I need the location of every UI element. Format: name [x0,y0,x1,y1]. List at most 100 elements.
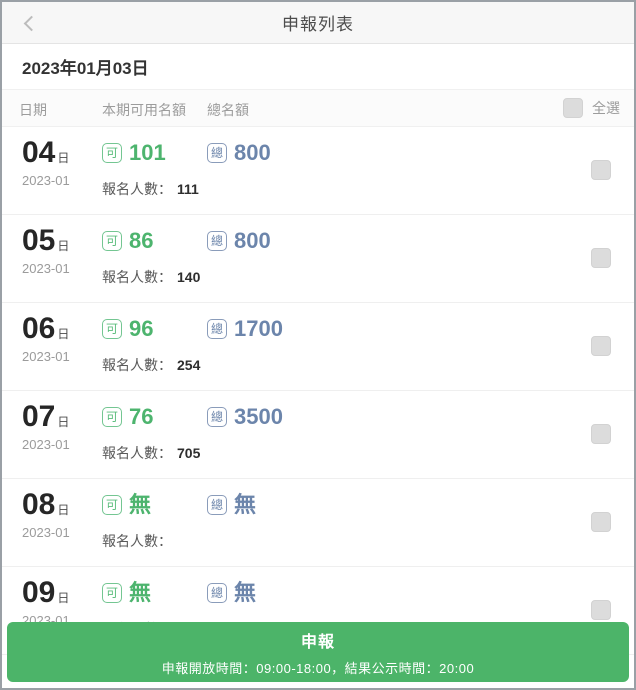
day-number: 09 [22,576,56,609]
applicants-line: 報名人數： 254 [102,355,200,375]
row-date: 09 日 2023-01 [22,576,70,628]
row-month: 2023-01 [22,349,70,364]
applicants-label: 報名人數： [102,181,172,197]
column-date-label: 日期 [19,102,47,118]
total-badge-icon: 總 [207,583,227,603]
available-value: 無 [129,580,152,605]
chevron-left-icon [23,15,39,31]
select-all-group: 全選 [563,98,620,118]
table-row: 04 日 2023-01 可 101 總 800 報名人數： 111 [2,127,634,215]
day-number: 07 [22,400,56,433]
applicants-line: 報名人數： 111 [102,179,199,199]
declaration-list: 04 日 2023-01 可 101 總 800 報名人數： 111 05 日 202… [2,127,634,655]
total-value: 無 [234,492,257,517]
total-badge-icon: 總 [207,143,227,163]
select-all-checkbox[interactable] [563,98,583,118]
declare-button-label: 申報 [300,633,335,651]
table-row: 06 日 2023-01 可 96 總 1700 報名人數： 254 [2,303,634,391]
row-checkbox[interactable] [591,512,611,532]
column-total-label: 總名額 [207,102,249,118]
applicants-count: 140 [177,269,201,285]
available-badge-icon: 可 [102,583,122,603]
applicants-label: 報名人數： [102,533,172,549]
list-column-header: 日期 本期可用名額 總名額 全選 [2,90,634,127]
total-badge-icon: 總 [207,231,227,251]
total-badge-icon: 總 [207,319,227,339]
available-quota: 可 86 [102,230,153,252]
declare-button[interactable]: 申報 申報開放時間：09:00-18:00，結果公示時間：20:00 [7,622,629,682]
day-number: 08 [22,488,56,521]
row-checkbox[interactable] [591,248,611,268]
row-date: 07 日 2023-01 [22,400,70,452]
available-quota: 可 76 [102,406,153,428]
row-month: 2023-01 [22,173,70,188]
table-row: 08 日 2023-01 可 無 總 無 報名人數： [2,479,634,567]
available-quota: 可 無 [102,494,151,516]
day-suffix: 日 [57,327,70,341]
available-quota: 可 無 [102,582,151,604]
available-badge-icon: 可 [102,495,122,515]
applicants-count: 705 [177,445,201,461]
row-month: 2023-01 [22,525,70,540]
available-value: 無 [129,492,152,517]
row-date: 08 日 2023-01 [22,488,70,540]
day-suffix: 日 [57,591,70,605]
total-badge-icon: 總 [207,495,227,515]
table-row: 07 日 2023-01 可 76 總 3500 報名人數： 705 [2,391,634,479]
total-quota: 總 800 [207,230,271,252]
applicants-count: 254 [177,357,201,373]
row-date: 04 日 2023-01 [22,136,70,188]
applicants-label: 報名人數： [102,357,172,373]
row-checkbox[interactable] [591,424,611,444]
total-quota: 總 無 [207,582,256,604]
applicants-line: 報名人數： 140 [102,267,200,287]
total-quota: 總 無 [207,494,256,516]
row-checkbox[interactable] [591,600,611,620]
total-badge-icon: 總 [207,407,227,427]
date-bar: 2023年01月03日 [2,44,634,90]
day-number: 06 [22,312,56,345]
available-badge-icon: 可 [102,143,122,163]
column-available-label: 本期可用名額 [102,102,186,118]
total-quota: 總 800 [207,142,271,164]
applicants-label: 報名人數： [102,269,172,285]
select-all-label: 全選 [592,100,620,116]
available-badge-icon: 可 [102,231,122,251]
total-value: 800 [234,140,271,165]
page-title: 申報列表 [282,15,354,34]
available-value: 96 [129,316,154,341]
row-month: 2023-01 [22,437,70,452]
applicants-line: 報名人數： [102,531,177,551]
day-suffix: 日 [57,415,70,429]
row-checkbox[interactable] [591,160,611,180]
day-number: 04 [22,136,56,169]
total-value: 800 [234,228,271,253]
current-date: 2023年01月03日 [22,59,149,78]
total-value: 無 [234,580,257,605]
available-quota: 可 101 [102,142,166,164]
applicants-line: 報名人數： 705 [102,443,200,463]
total-quota: 總 3500 [207,406,283,428]
declare-button-subtitle: 申報開放時間：09:00-18:00，結果公示時間：20:00 [161,660,475,676]
back-button[interactable] [12,2,46,44]
total-value: 1700 [234,316,283,341]
row-date: 06 日 2023-01 [22,312,70,364]
day-number: 05 [22,224,56,257]
available-value: 86 [129,228,154,253]
available-badge-icon: 可 [102,407,122,427]
available-badge-icon: 可 [102,319,122,339]
row-month: 2023-01 [22,261,70,276]
total-quota: 總 1700 [207,318,283,340]
day-suffix: 日 [57,151,70,165]
day-suffix: 日 [57,503,70,517]
available-value: 76 [129,404,154,429]
applicants-label: 報名人數： [102,445,172,461]
total-value: 3500 [234,404,283,429]
row-checkbox[interactable] [591,336,611,356]
available-quota: 可 96 [102,318,153,340]
day-suffix: 日 [57,239,70,253]
row-date: 05 日 2023-01 [22,224,70,276]
navbar: 申報列表 [2,2,634,44]
available-value: 101 [129,140,166,165]
